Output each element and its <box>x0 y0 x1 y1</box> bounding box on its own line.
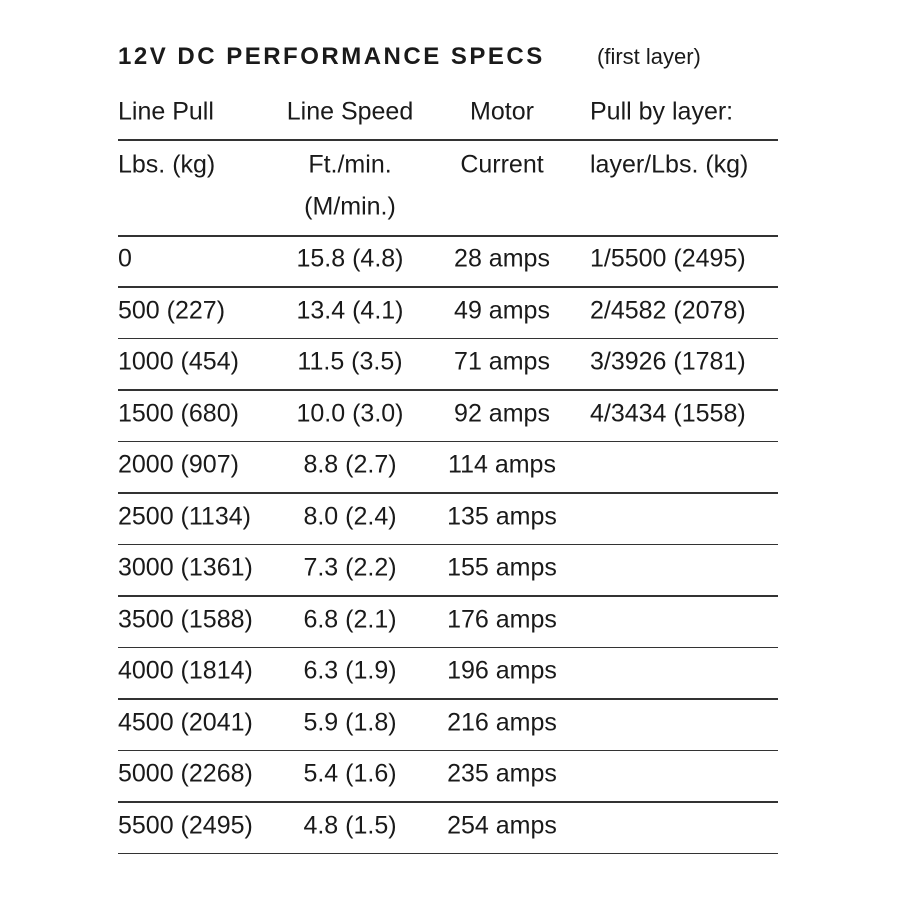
cell: 5.9 (1.8) <box>303 708 397 736</box>
cell: 15.8 (4.8) <box>296 244 404 273</box>
cell: 114 amps <box>448 450 556 479</box>
cell: 216 amps <box>447 708 557 736</box>
cell: 3500 (1588) <box>118 605 253 633</box>
rule <box>118 440 778 442</box>
rule <box>118 389 778 391</box>
rule <box>118 852 778 854</box>
rule <box>118 749 778 751</box>
rule <box>118 235 778 237</box>
rule <box>118 492 778 494</box>
cell: 2/4582 (2078) <box>590 296 746 324</box>
rule <box>118 595 778 597</box>
cell: 235 amps <box>447 759 557 788</box>
cell: 10.0 (3.0) <box>296 399 404 427</box>
rule <box>118 646 778 648</box>
cell: 2500 (1134) <box>118 502 251 530</box>
cell: 1500 (680) <box>118 399 239 427</box>
rule <box>118 698 778 700</box>
title: 12V DC PERFORMANCE SPECS <box>118 43 545 70</box>
cell: 8.8 (2.7) <box>303 450 397 479</box>
cell: 4000 (1814) <box>118 656 253 685</box>
cell: 8.0 (2.4) <box>303 502 397 530</box>
cell: 196 amps <box>447 656 557 685</box>
cell: 155 amps <box>447 553 557 582</box>
header-cell: Line Speed <box>286 97 414 126</box>
header-cell: Lbs. (kg) <box>118 150 216 179</box>
cell: 3000 (1361) <box>118 553 253 582</box>
header-cell: Motor <box>470 97 534 126</box>
cell: 2000 (907) <box>118 450 239 479</box>
cell: 49 amps <box>454 296 550 324</box>
cell: 28 amps <box>454 244 550 273</box>
cell: 254 amps <box>447 811 557 839</box>
cell: 4500 (2041) <box>118 708 253 736</box>
rule <box>118 801 778 803</box>
cell: 3/3926 (1781) <box>590 347 746 376</box>
cell: 4.8 (1.5) <box>303 811 397 839</box>
cell: 7.3 (2.2) <box>303 553 397 582</box>
rule <box>118 337 778 339</box>
cell: 11.5 (3.5) <box>297 347 403 376</box>
cell: 1000 (454) <box>118 347 239 376</box>
cell: 1/5500 (2495) <box>590 244 746 273</box>
cell: 6.3 (1.9) <box>303 656 397 685</box>
header-cell: layer/Lbs. (kg) <box>590 150 749 179</box>
cell: 6.8 (2.1) <box>303 605 397 633</box>
rule <box>118 543 778 545</box>
rule <box>118 139 778 141</box>
cell: 0 <box>118 244 132 273</box>
subtitle: (first layer) <box>597 44 701 69</box>
cell: 92 amps <box>454 399 550 427</box>
cell: 176 amps <box>447 605 557 633</box>
cell: 135 amps <box>447 502 557 530</box>
cell: 5500 (2495) <box>118 811 253 839</box>
cell: 4/3434 (1558) <box>590 399 746 427</box>
header-cell: Current <box>460 150 544 179</box>
cell: 13.4 (4.1) <box>296 296 404 324</box>
header-cell: Pull by layer: <box>590 97 734 126</box>
header-cell: (M/min.) <box>304 192 396 221</box>
header-cell: Line Pull <box>118 97 214 126</box>
cell: 5000 (2268) <box>118 759 253 788</box>
cell: 500 (227) <box>118 296 226 324</box>
cell: 5.4 (1.6) <box>303 759 397 788</box>
rule <box>118 286 778 288</box>
header-cell: Ft./min. <box>308 150 392 179</box>
cell: 71 amps <box>454 347 550 376</box>
